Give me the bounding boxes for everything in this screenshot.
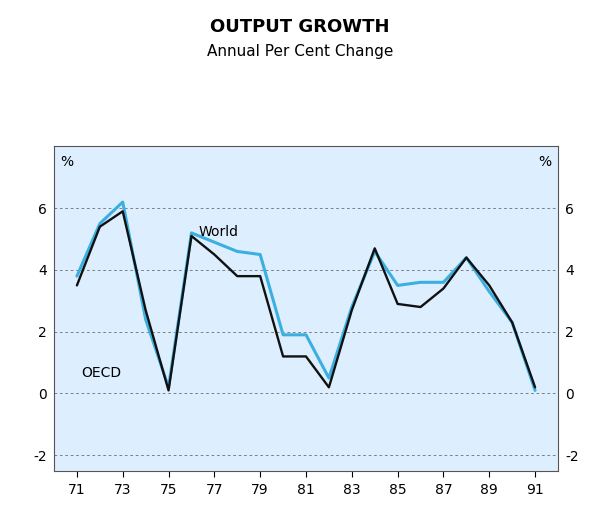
- Text: Annual Per Cent Change: Annual Per Cent Change: [207, 44, 393, 60]
- Text: %: %: [538, 155, 551, 168]
- Text: World: World: [199, 225, 238, 239]
- Text: %: %: [61, 155, 74, 168]
- Text: OUTPUT GROWTH: OUTPUT GROWTH: [210, 18, 390, 36]
- Text: OECD: OECD: [82, 366, 122, 380]
